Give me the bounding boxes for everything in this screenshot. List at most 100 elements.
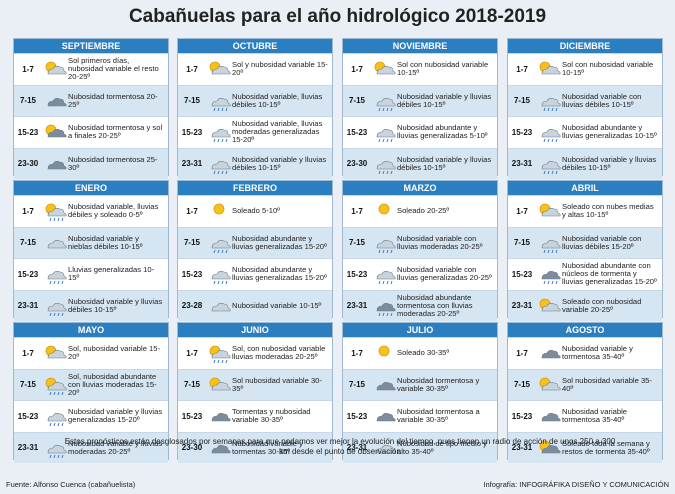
weather-icon bbox=[47, 239, 67, 249]
week-row: 23-31 Nubosidad variable y lluvias débile… bbox=[508, 147, 662, 179]
month-name: NOVIEMBRE bbox=[343, 39, 497, 53]
month-name: DICIEMBRE bbox=[508, 39, 662, 53]
forecast: Nubosidad variable 10-15º bbox=[232, 300, 322, 310]
weather-icon bbox=[539, 61, 561, 75]
month-name: ENERO bbox=[14, 181, 168, 195]
week-row: 15-23 Nubosidad abundante y lluvias gener… bbox=[178, 258, 332, 290]
period: 23-30 bbox=[181, 443, 203, 453]
week-row: 7-15 Nubosidad abundante y lluvias genera… bbox=[178, 226, 332, 258]
forecast: Sol nubosidad variable 35-40º bbox=[562, 375, 652, 393]
weather-icon bbox=[211, 129, 231, 143]
month-card: DICIEMBRE 1-7 Sol con nubosidad variable 1… bbox=[507, 38, 663, 179]
period: 23-28 bbox=[181, 301, 203, 311]
period: 7-15 bbox=[348, 380, 365, 390]
month-card: NOVIEMBRE 1-7 Sol con nubosidad variable 1… bbox=[342, 38, 498, 179]
period: 23-31 bbox=[181, 159, 203, 169]
weather-icon bbox=[47, 444, 67, 458]
period: 7-15 bbox=[348, 238, 365, 248]
weather-icon bbox=[376, 302, 396, 316]
week-row: 23-31 Soleado toda la semana y restos de … bbox=[508, 431, 662, 463]
forecast: Nubosidad abundante y lluvias generaliza… bbox=[232, 233, 327, 251]
forecast: Nubosidad variable tormentosa 35-40º bbox=[562, 407, 628, 425]
forecast: Sol con nubosidad variable 10-15º bbox=[397, 60, 489, 78]
source: Fuente: Alfonso Cuenca (cabañuelista) bbox=[6, 480, 136, 489]
week-row: 1-7 Sol y nubosidad variable 15-20º bbox=[178, 53, 332, 85]
forecast: Nubosidad de tipo medio y alto 35-40º bbox=[397, 438, 487, 456]
month-name: OCTUBRE bbox=[178, 39, 332, 53]
week-row: 1-7 Sol, con nubosidad variable lluvias m… bbox=[178, 337, 332, 369]
period: 1-7 bbox=[516, 64, 528, 74]
week-row: 15-23 Nubosidad tormentosa a variable 30-… bbox=[343, 400, 497, 432]
week-row: 15-23 Tormentas y nubosidad variable 30-3… bbox=[178, 400, 332, 432]
month-card: AGOSTO 1-7 Nubosidad variable y tormentosa… bbox=[507, 322, 663, 463]
weather-icon bbox=[45, 377, 67, 395]
week-row: 23-31 Nubosidad de tipo medio y alto 35-4… bbox=[343, 431, 497, 463]
period: 7-15 bbox=[513, 96, 530, 106]
forecast: Nubosidad abundante y lluvias generaliza… bbox=[562, 123, 657, 141]
week-row: 7-15 Nubosidad variable con lluvias débil… bbox=[508, 226, 662, 258]
forecast: Nubosidad tormentosa y variable 30-35º bbox=[397, 375, 480, 393]
week-row: 23-30 Nubosidad tormentosa 25-30º bbox=[14, 147, 168, 179]
week-row: 23-31 Nubosidad variable y lluvias débile… bbox=[14, 289, 168, 321]
period: 1-7 bbox=[351, 64, 363, 74]
period: 7-15 bbox=[183, 96, 200, 106]
footnote: Estos pronósticos están desglosados por … bbox=[64, 437, 616, 456]
weather-icon bbox=[211, 97, 231, 111]
weather-icon bbox=[211, 413, 231, 422]
weather-icon bbox=[541, 271, 561, 285]
forecast: Nubosidad variable, lluvias débiles y so… bbox=[68, 202, 159, 220]
weather-icon bbox=[45, 61, 67, 75]
week-row: 1-7 Soleado 30-35º bbox=[343, 337, 497, 369]
period: 23-31 bbox=[511, 301, 533, 311]
forecast: Sol primeros días, nubosidad variable el… bbox=[68, 56, 159, 82]
weather-icon bbox=[376, 381, 396, 391]
forecast: Nubosidad variable y lluvias débiles 10-… bbox=[232, 154, 327, 172]
forecast: Nubosidad abundante tormentosa con lluvi… bbox=[397, 292, 473, 318]
month-card: ENERO 1-7 Nubosidad variable, lluvias débi… bbox=[13, 180, 169, 321]
forecast: Nubosidad tormentosa a variable 30-35º bbox=[397, 407, 480, 425]
forecast: Sol y nubosidad variable 15-20º bbox=[232, 60, 328, 78]
week-row: 1-7 Nubosidad variable y tormentosa 35-40… bbox=[508, 337, 662, 369]
weather-icon bbox=[213, 203, 225, 215]
month-name: FEBRERO bbox=[178, 181, 332, 195]
weather-icon bbox=[47, 413, 67, 427]
forecast: Nubosidad variable y lluvias moderadas 2… bbox=[68, 438, 163, 456]
forecast: Sol nubosidad variable 30-35º bbox=[232, 375, 322, 393]
period: 15-23 bbox=[511, 411, 533, 421]
weather-icon bbox=[539, 377, 561, 391]
weather-icon bbox=[541, 239, 561, 253]
weather-icon bbox=[376, 444, 396, 454]
period: 1-7 bbox=[351, 206, 363, 216]
week-row: 15-23 Nubosidad variable tormentosa 35-40… bbox=[508, 400, 662, 432]
forecast: Nubosidad abundante y lluvias generaliza… bbox=[397, 123, 488, 141]
forecast: Nubosidad variable con lluvias débiles 1… bbox=[562, 233, 642, 251]
week-row: 1-7 Soleado 20-25º bbox=[343, 195, 497, 227]
month-card: OCTUBRE 1-7 Sol y nubosidad variable 15-20… bbox=[177, 38, 333, 179]
month-card: JUNIO 1-7 Sol, con nubosidad variable lluv… bbox=[177, 322, 333, 463]
weather-icon bbox=[45, 345, 67, 359]
forecast: Sol, nubosidad abundante con lluvias mod… bbox=[68, 371, 157, 397]
week-row: 7-15 Nubosidad variable con lluvias moder… bbox=[343, 226, 497, 258]
forecast: Nubosidad abundante con núcleos de torme… bbox=[562, 261, 657, 287]
week-row: 15-23 Nubosidad abundante y lluvias gener… bbox=[343, 116, 497, 148]
weather-icon bbox=[541, 413, 561, 422]
month-name: AGOSTO bbox=[508, 323, 662, 337]
month-name: ABRIL bbox=[508, 181, 662, 195]
weather-icon bbox=[376, 271, 396, 285]
month-card: MAYO 1-7 Sol, nubosidad variable 15-20º 7-1… bbox=[13, 322, 169, 463]
period: 7-15 bbox=[19, 96, 36, 106]
week-row: 7-15 Sol nubosidad variable 35-40º bbox=[508, 368, 662, 400]
forecast: Nubosidad variable con lluvias moderadas… bbox=[397, 233, 483, 251]
week-row: 1-7 Sol con nubosidad variable 10-15º bbox=[343, 53, 497, 85]
week-row: 23-30 Nubosidad variable y tormentas 30-3… bbox=[178, 431, 332, 463]
forecast: Nubosidad variable y lluvias débiles 10-… bbox=[397, 91, 492, 109]
period: 7-15 bbox=[183, 380, 200, 390]
period: 7-15 bbox=[513, 238, 530, 248]
period: 7-15 bbox=[19, 238, 36, 248]
period: 1-7 bbox=[22, 348, 34, 358]
week-row: 15-23 Nubosidad abundante y lluvias gener… bbox=[508, 116, 662, 148]
forecast: Sol, nubosidad variable 15-20º bbox=[68, 344, 161, 362]
period: 15-23 bbox=[17, 127, 39, 137]
forecast: Nubosidad variable y lluvias generalizad… bbox=[68, 407, 163, 425]
